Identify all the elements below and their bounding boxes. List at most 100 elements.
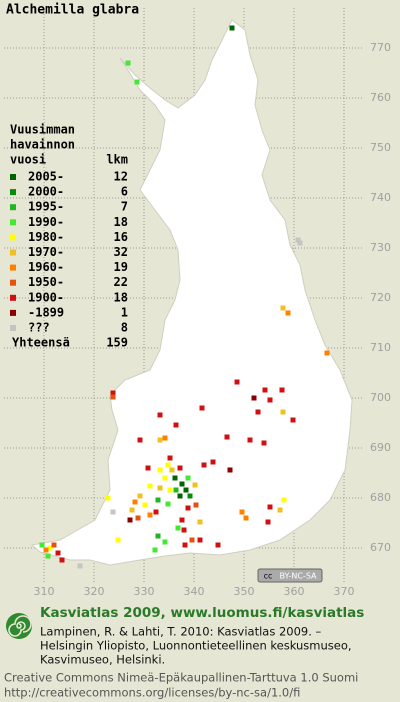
record-square [185,505,191,511]
record-square [265,519,271,525]
record-square [279,387,285,393]
y-tick-label: 680 [370,491,391,504]
record-square [189,537,195,543]
citation-line: Kasvimuseo, Helsinki. [40,653,165,667]
badge-text: BY-NC-SA [279,572,317,581]
record-square [157,485,163,491]
record-square [280,409,286,415]
record-square [43,547,49,553]
logo-spiral [8,615,32,637]
record-square [157,467,163,473]
record-square [262,387,268,393]
record-square [135,515,141,521]
record-square [234,379,240,385]
legend-swatch [10,204,16,211]
record-square [267,397,273,403]
legend-swatch [10,189,16,196]
legend-label: 1970- [28,245,64,259]
license-line: http://creativecommons.org/licenses/by-n… [4,686,300,700]
license-line: Creative Commons Nimeä-Epäkaupallinen-Ta… [4,671,358,685]
x-tick-label: 330 [134,585,155,598]
y-tick-label: 770 [370,41,391,54]
y-tick-label: 720 [370,291,391,304]
record-square [183,487,189,493]
legend-count: 18 [114,215,128,229]
record-square [179,481,185,487]
legend-count: 7 [121,200,128,214]
x-tick-label: 350 [234,585,255,598]
record-square [215,542,221,548]
record-square [137,493,143,499]
record-square [145,465,151,471]
record-square [193,502,199,508]
record-square [177,465,183,471]
finland-outline [30,19,353,566]
badge-box [257,568,323,583]
record-square [147,483,153,489]
record-square [239,509,245,515]
y-tick-label: 690 [370,441,391,454]
legend-heading: Vuusimman [10,123,75,137]
legend-heading: vuosi [10,153,46,167]
record-square [255,409,261,415]
y-tick-label: 730 [370,241,391,254]
record-square [192,482,198,488]
record-square [175,525,181,531]
x-tick-label: 340 [184,585,205,598]
record-square [324,350,330,356]
legend-swatch [10,249,16,256]
record-square [261,440,267,446]
record-square [153,509,159,515]
record-square [157,412,163,418]
record-square [229,25,235,31]
citation-line: Helsingin Yliopisto, Luonnontieteellinen… [40,639,352,653]
legend-swatch [10,325,16,331]
record-square [125,60,131,66]
legend-count: 19 [114,260,128,274]
record-square [152,547,158,553]
legend-label: -1899 [28,305,64,319]
y-tick-label: 760 [370,91,391,104]
legend-swatch [10,309,16,316]
x-tick-label: 310 [34,585,55,598]
record-square [285,310,291,316]
record-square [39,542,45,548]
legend-label: ??? [28,321,50,335]
record-square [77,563,83,569]
record-square [297,240,303,246]
record-square [295,237,301,243]
record-square [167,487,173,493]
logo-circle [6,613,32,639]
record-square [197,519,203,525]
record-square [147,512,153,518]
record-square [167,455,173,461]
legend-count: 8 [121,321,128,335]
logo [6,613,32,639]
record-square [280,305,286,311]
axes: 310 320 330 340 350 360 370 670 680 690 700 710 720 7… [34,41,392,598]
legend-label: 1950- [28,275,64,289]
legend-swatch [10,234,16,241]
legend-count-header: lkm [106,153,128,167]
legend-swatch [10,294,16,301]
y-tick-label: 670 [370,541,391,554]
y-tick-label: 740 [370,191,391,204]
record-square [187,493,193,499]
record-square [177,493,183,499]
legend-swatch [10,219,16,226]
record-square [210,459,216,465]
legend-label: 1960- [28,260,64,274]
record-square [162,435,168,441]
legend-label: 2000- [28,185,64,199]
legend-label: 2005- [28,170,64,184]
record-square [199,405,205,411]
legend-swatch [10,174,16,180]
record-square [277,507,283,513]
cc-badge: cc BY-NC-SA [257,568,323,583]
legend-label: 1995- [28,200,64,214]
x-tick-label: 370 [334,585,355,598]
record-square [165,501,171,507]
record-square [251,395,257,401]
x-tick-label: 360 [284,585,305,598]
